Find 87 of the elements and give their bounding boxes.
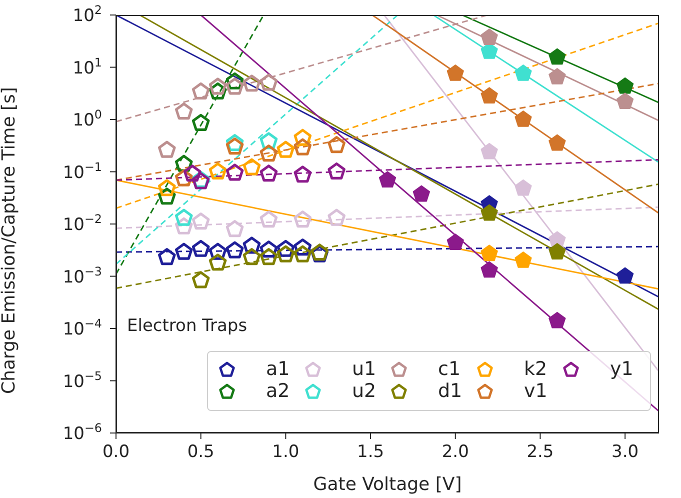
point bbox=[514, 64, 532, 81]
point bbox=[208, 78, 227, 95]
point bbox=[158, 248, 176, 266]
point bbox=[480, 142, 498, 160]
legend-label: v1 bbox=[524, 380, 548, 402]
point bbox=[548, 134, 566, 151]
point bbox=[480, 28, 498, 45]
point bbox=[446, 234, 464, 250]
point bbox=[514, 110, 532, 127]
point bbox=[158, 179, 176, 196]
point bbox=[378, 171, 396, 188]
point bbox=[276, 245, 295, 262]
point bbox=[548, 312, 566, 328]
legend-label: a2 bbox=[266, 380, 290, 402]
point bbox=[192, 114, 210, 131]
point bbox=[294, 166, 312, 183]
point bbox=[192, 212, 210, 230]
legend-label: a1 bbox=[266, 358, 290, 380]
point bbox=[514, 179, 532, 196]
point bbox=[480, 87, 498, 104]
point bbox=[294, 210, 312, 228]
legend-label: d1 bbox=[438, 380, 462, 402]
point bbox=[192, 271, 210, 288]
y-tick-label: 10$^{−6}$ bbox=[62, 421, 102, 444]
point bbox=[480, 261, 498, 278]
point bbox=[226, 78, 244, 95]
y-axis-title: Charge Emission/Capture Time [s] bbox=[0, 87, 20, 394]
legend-label: y1 bbox=[610, 358, 634, 380]
point bbox=[226, 241, 244, 258]
point bbox=[548, 48, 566, 65]
point bbox=[276, 140, 295, 158]
y-tick-label: 10$^{2}$ bbox=[72, 3, 102, 26]
point bbox=[192, 82, 210, 100]
y-tick-label: 10$^{−2}$ bbox=[62, 212, 102, 235]
legend-label: u1 bbox=[352, 358, 376, 380]
point bbox=[208, 254, 227, 271]
point bbox=[174, 208, 193, 226]
point bbox=[616, 77, 634, 94]
y-tick-label: 10$^{−5}$ bbox=[62, 368, 102, 392]
point bbox=[226, 138, 244, 155]
point bbox=[260, 210, 278, 228]
legend-label: c1 bbox=[438, 358, 461, 380]
x-tick-label: 1.5 bbox=[357, 442, 384, 462]
point bbox=[242, 158, 261, 176]
point bbox=[616, 92, 634, 109]
legend-label: u2 bbox=[352, 380, 376, 402]
point bbox=[260, 164, 278, 182]
x-tick-label: 0.5 bbox=[187, 442, 214, 462]
x-tick-label: 1.0 bbox=[272, 442, 300, 462]
x-tick-label: 2.0 bbox=[442, 442, 469, 462]
point bbox=[174, 102, 193, 120]
point bbox=[226, 220, 244, 238]
point bbox=[183, 164, 202, 182]
annotation: Electron Traps bbox=[127, 316, 248, 336]
point bbox=[158, 140, 176, 158]
y-tick-label: 10$^{0}$ bbox=[72, 108, 102, 130]
point bbox=[294, 138, 312, 156]
point bbox=[192, 240, 210, 257]
point bbox=[260, 248, 278, 266]
point bbox=[294, 245, 312, 262]
point bbox=[260, 74, 278, 91]
y-tick-label: 10$^{−1}$ bbox=[62, 160, 102, 183]
point bbox=[514, 252, 532, 268]
point bbox=[480, 244, 498, 262]
point bbox=[412, 185, 430, 202]
x-tick-label: 0.0 bbox=[102, 442, 130, 462]
point bbox=[226, 164, 244, 181]
y-tick-label: 10$^{−3}$ bbox=[62, 264, 102, 288]
y-tick-label: 10$^{−4}$ bbox=[62, 316, 102, 340]
x-tick-label: 3.0 bbox=[612, 442, 639, 462]
point bbox=[548, 243, 566, 260]
point bbox=[242, 248, 261, 266]
point bbox=[616, 267, 634, 284]
x-tick-label: 2.5 bbox=[526, 442, 554, 462]
point bbox=[548, 68, 566, 84]
point bbox=[446, 64, 464, 81]
x-axis-title: Gate Voltage [V] bbox=[313, 474, 462, 495]
point bbox=[328, 208, 346, 226]
point bbox=[328, 136, 346, 154]
point bbox=[242, 74, 261, 92]
y-tick-label: 10$^{1}$ bbox=[72, 55, 102, 78]
point bbox=[208, 162, 227, 180]
legend-label: k2 bbox=[524, 358, 548, 380]
point bbox=[328, 162, 346, 180]
point bbox=[174, 242, 193, 260]
point bbox=[260, 144, 278, 162]
point bbox=[480, 204, 498, 221]
